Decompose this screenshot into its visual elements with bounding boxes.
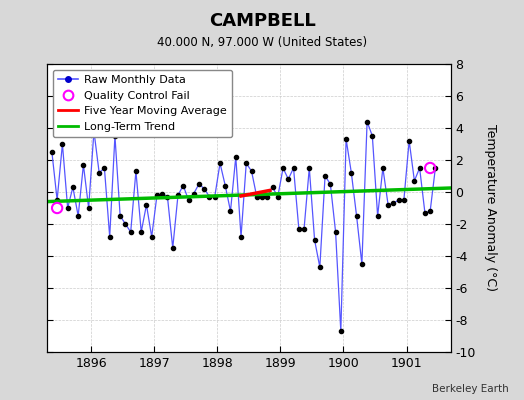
Point xyxy=(426,208,434,214)
Point xyxy=(53,205,61,211)
Point xyxy=(374,213,382,219)
Point xyxy=(174,192,182,198)
Point xyxy=(195,181,203,187)
Point xyxy=(158,190,167,197)
Point xyxy=(137,229,146,235)
Point xyxy=(358,261,366,267)
Point xyxy=(95,170,103,176)
Point xyxy=(147,234,156,240)
Point xyxy=(326,181,334,187)
Point xyxy=(315,264,324,270)
Point xyxy=(310,237,319,243)
Point xyxy=(116,213,124,219)
Point xyxy=(336,328,345,334)
Point xyxy=(395,197,403,203)
Text: CAMPBELL: CAMPBELL xyxy=(209,12,315,30)
Point xyxy=(389,200,398,206)
Point xyxy=(342,136,351,142)
Point xyxy=(74,213,82,219)
Point xyxy=(237,234,245,240)
Point xyxy=(226,208,235,214)
Point xyxy=(284,176,292,182)
Point xyxy=(190,190,198,197)
Legend: Raw Monthly Data, Quality Control Fail, Five Year Moving Average, Long-Term Tren: Raw Monthly Data, Quality Control Fail, … xyxy=(53,70,232,137)
Point xyxy=(163,194,172,200)
Point xyxy=(232,154,240,160)
Point xyxy=(126,229,135,235)
Point xyxy=(405,138,413,144)
Point xyxy=(69,184,77,190)
Point xyxy=(79,162,88,168)
Point xyxy=(63,205,72,211)
Point xyxy=(258,194,266,200)
Point xyxy=(184,197,193,203)
Point xyxy=(253,194,261,200)
Point xyxy=(100,165,108,171)
Point xyxy=(294,226,303,232)
Point xyxy=(363,118,372,125)
Point xyxy=(153,192,161,198)
Point xyxy=(111,133,119,139)
Point xyxy=(321,173,329,179)
Point xyxy=(421,210,429,216)
Point xyxy=(416,165,424,171)
Point xyxy=(274,194,282,200)
Point xyxy=(84,205,93,211)
Point xyxy=(200,186,209,192)
Point xyxy=(368,133,377,139)
Point xyxy=(247,168,256,174)
Point xyxy=(289,165,298,171)
Text: Berkeley Earth: Berkeley Earth xyxy=(432,384,508,394)
Point xyxy=(410,178,419,184)
Point xyxy=(347,170,356,176)
Point xyxy=(268,184,277,190)
Point xyxy=(58,141,67,147)
Point xyxy=(221,182,230,189)
Point xyxy=(105,234,114,240)
Point xyxy=(431,165,440,171)
Point xyxy=(400,197,408,203)
Point xyxy=(352,213,361,219)
Y-axis label: Temperature Anomaly (°C): Temperature Anomaly (°C) xyxy=(484,124,497,292)
Point xyxy=(121,221,129,227)
Point xyxy=(300,226,308,232)
Point xyxy=(142,202,150,208)
Point xyxy=(379,165,387,171)
Point xyxy=(384,202,392,208)
Point xyxy=(48,149,56,155)
Text: 40.000 N, 97.000 W (United States): 40.000 N, 97.000 W (United States) xyxy=(157,36,367,49)
Point xyxy=(242,160,250,166)
Point xyxy=(90,128,98,134)
Point xyxy=(132,168,140,174)
Point xyxy=(205,194,214,200)
Point xyxy=(331,229,340,235)
Point xyxy=(263,194,271,200)
Point xyxy=(426,165,434,171)
Point xyxy=(179,182,188,189)
Point xyxy=(211,194,219,200)
Point xyxy=(53,197,61,203)
Point xyxy=(305,165,313,171)
Point xyxy=(169,245,177,251)
Point xyxy=(279,165,287,171)
Point xyxy=(216,160,224,166)
